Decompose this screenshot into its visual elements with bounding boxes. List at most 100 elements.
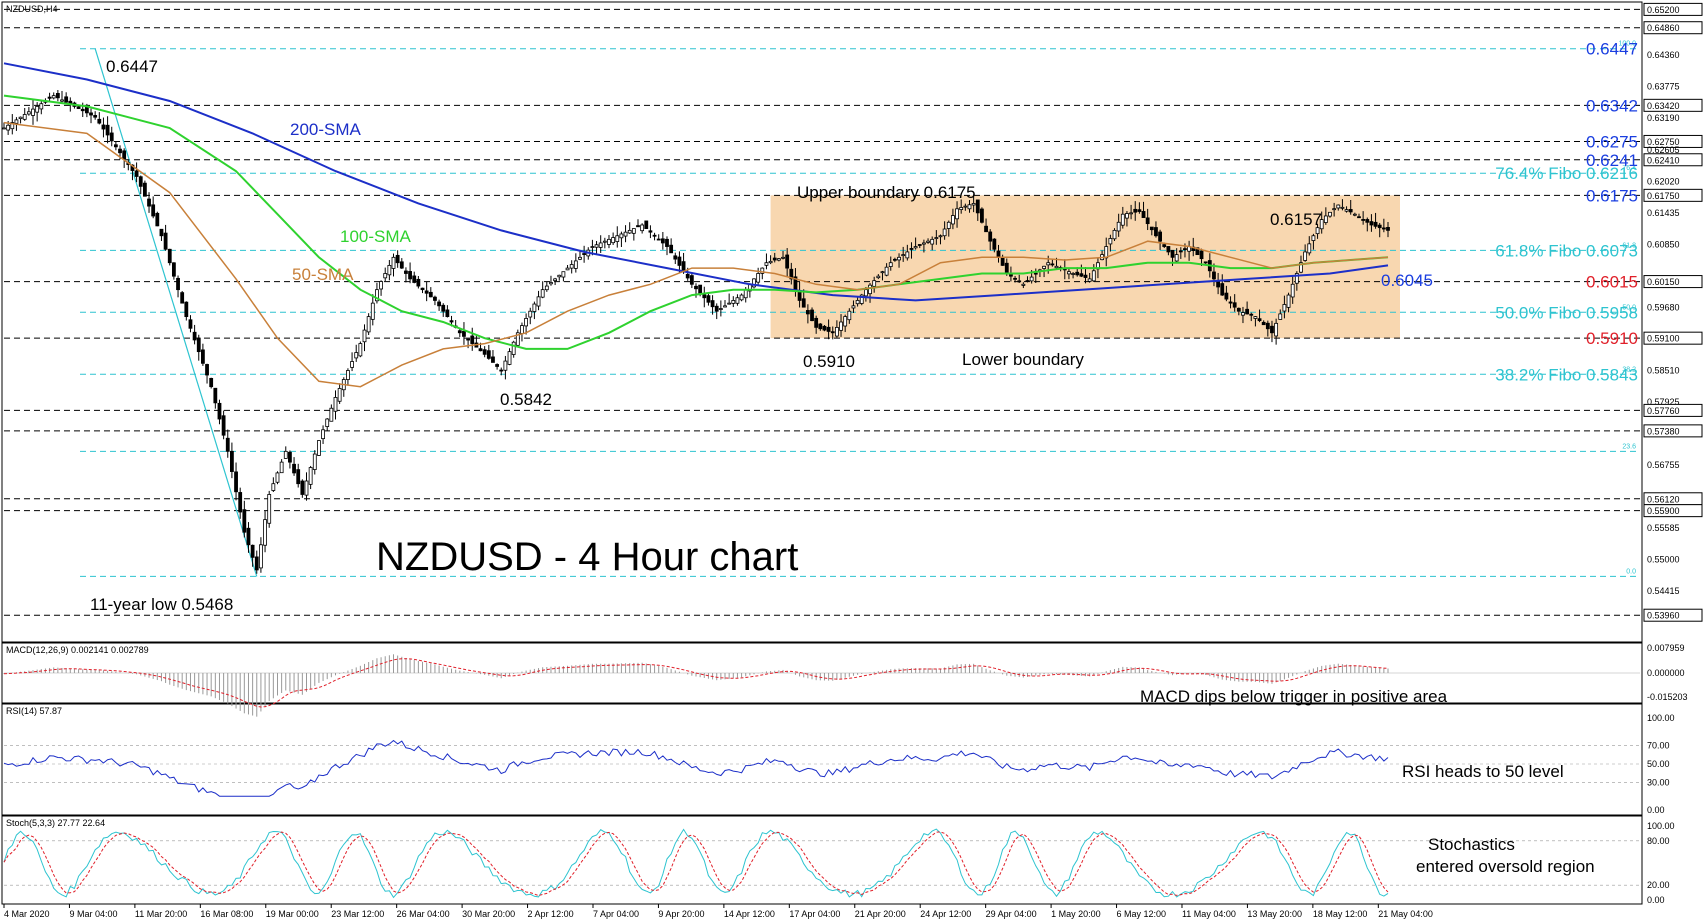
price-tick-label: 0.59680 (1647, 302, 1680, 312)
candle-body (308, 467, 313, 485)
candle-body (147, 198, 151, 207)
candle-body (35, 106, 40, 113)
price-tick-label: 0.54415 (1647, 586, 1680, 596)
candle-body (843, 316, 848, 327)
candle-body (416, 278, 421, 287)
annotation-6157: 0.6157 (1270, 210, 1322, 229)
candle-body (304, 480, 309, 496)
candle-body (283, 450, 288, 459)
x-tick-label: 7 Apr 04:00 (593, 909, 639, 919)
candle-body (714, 305, 719, 312)
candle-body (1183, 248, 1187, 251)
candle-body (1054, 265, 1059, 269)
key-level-label: 0.6241 (1586, 151, 1638, 170)
candle-body (1286, 294, 1291, 308)
x-tick-label: 13 May 20:00 (1247, 909, 1302, 919)
candle-body (109, 132, 114, 142)
candle-body (412, 275, 417, 283)
candle-body (1365, 219, 1370, 223)
price-tick-box (1643, 275, 1703, 289)
annotation-low: 11-year low 0.5468 (90, 595, 233, 614)
candle-body (1274, 322, 1279, 337)
candle-body (656, 238, 661, 241)
candle-body (1377, 224, 1382, 229)
candle-body (942, 228, 947, 237)
candle-body (122, 150, 127, 160)
rsi-axis-label: 0.00 (1647, 805, 1665, 815)
sma-50-line (3, 121, 1389, 388)
candle-body (105, 124, 110, 136)
x-tick-label: 11 Mar 20:00 (135, 909, 187, 919)
fib-retracement-line (94, 48, 258, 577)
candle-body (1348, 209, 1353, 213)
candle-body (1232, 302, 1237, 308)
candle-body (826, 326, 831, 332)
candle-body (1120, 213, 1125, 226)
candle-body (1029, 276, 1034, 282)
candle-body (433, 296, 437, 301)
candle-body (1199, 250, 1204, 260)
candle-body (839, 321, 843, 331)
candle-body (598, 242, 603, 248)
candle-body (1071, 273, 1075, 275)
candle-body (980, 208, 984, 223)
candle-body (975, 199, 980, 214)
candle-body (151, 204, 156, 217)
candle-body (615, 235, 620, 242)
candle-body (221, 415, 226, 436)
candle-body (1091, 270, 1096, 282)
candle-body (234, 471, 238, 493)
candle-body (1315, 227, 1320, 235)
candle-body (776, 258, 781, 261)
candle-body (1340, 206, 1345, 209)
candle-body (1075, 271, 1080, 276)
candle-body (648, 230, 653, 233)
candle-body (1017, 280, 1022, 283)
candle-body (1112, 229, 1117, 240)
candle-body (1245, 308, 1250, 315)
candle-body (718, 308, 723, 310)
candle-body (801, 298, 806, 308)
candle-body (1344, 209, 1349, 212)
candle-body (1004, 262, 1009, 274)
candle-body (627, 229, 632, 234)
candle-body (495, 364, 500, 367)
candle-body (673, 255, 678, 260)
price-tick-box (1643, 331, 1703, 345)
candle-body (1332, 208, 1337, 211)
rsi-label: RSI(14) 57.87 (6, 706, 62, 716)
candle-body (499, 369, 504, 372)
candle-body (805, 310, 810, 315)
candle-body (486, 350, 491, 359)
candle-body (702, 294, 707, 299)
price-tick-box (1643, 403, 1703, 417)
candle-body (607, 238, 611, 245)
candle-body (383, 273, 388, 279)
candle-body (938, 235, 943, 238)
annotation-high: 0.6447 (106, 57, 158, 76)
x-tick-label: 2 Apr 12:00 (528, 909, 574, 919)
candle-body (694, 285, 698, 290)
candle-body (859, 294, 864, 304)
candle-body (743, 289, 748, 299)
candle-body (631, 228, 636, 234)
x-tick-label: 30 Mar 20:00 (462, 909, 515, 919)
candle-body (1046, 262, 1051, 266)
candle-body (230, 450, 234, 472)
candle-body (955, 208, 959, 220)
candle-body (905, 251, 910, 259)
candle-body (685, 273, 690, 279)
key-level-label: 0.6275 (1586, 132, 1638, 151)
candle-body (1108, 238, 1113, 245)
candle-body (963, 205, 968, 208)
candle-body (967, 204, 972, 210)
candle-body (781, 256, 785, 259)
candle-body (254, 556, 259, 571)
candle-body (669, 244, 674, 254)
candle-body (167, 248, 172, 264)
candle-body (101, 124, 106, 130)
candle-body (582, 253, 587, 255)
candle-body (706, 295, 711, 303)
price-tick-label: 0.62410 (1647, 155, 1680, 165)
candle-body (756, 273, 761, 283)
